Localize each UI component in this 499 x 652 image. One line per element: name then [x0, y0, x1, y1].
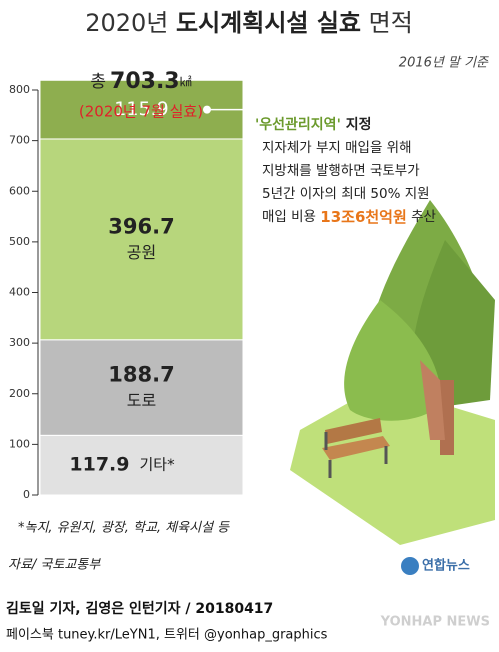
- connector-dot: [203, 105, 211, 114]
- total-label: 총 703.3㎢: [90, 69, 191, 94]
- logo-mark: [401, 557, 419, 575]
- subtitle: 2016년 말 기준: [399, 56, 489, 71]
- annotation-part: '우선관리지역': [255, 116, 341, 133]
- title-part: 2020년: [85, 9, 176, 37]
- y-tick-label: 600: [9, 184, 30, 197]
- y-tick-label: 300: [9, 336, 30, 349]
- footnote: *녹지, 유원지, 광장, 학교, 체육시설 등: [18, 521, 230, 536]
- credit: 페이스북 tuney.kr/LeYN1, 트위터 @yonhap_graphic…: [6, 628, 328, 643]
- credit: 김토일 기자, 김영은 인턴기자 / 20180417: [6, 600, 273, 617]
- annotation-title: '우선관리지역' 지정: [255, 116, 372, 133]
- annotation-part: 13조6천억원: [320, 208, 407, 226]
- y-tick-label: 100: [9, 437, 30, 450]
- value-label: 115.9: [114, 98, 168, 120]
- value-label: 117.9: [69, 454, 129, 476]
- annotation-line: 5년간 이자의 최대 50% 지원: [262, 186, 430, 202]
- bar-segment: [39, 339, 244, 436]
- value-label: 396.7: [108, 214, 174, 238]
- plot: 0 100 200 300 400 500 600 700 800 117.9 기타* 188.7 도로…: [9, 79, 258, 501]
- watermark: YONHAP NEWS: [380, 615, 490, 630]
- total-value: 703.3: [110, 69, 180, 94]
- annotation-part: 지정: [341, 116, 372, 133]
- source: 자료/ 국토교통부: [8, 558, 101, 573]
- annotation-part: 매입 비용: [262, 209, 320, 225]
- segment-name: 공원: [127, 243, 156, 262]
- logo: 연합뉴스: [422, 558, 470, 574]
- bar-segment: [39, 434, 244, 496]
- y-tick-label: 400: [9, 286, 30, 299]
- title-part: 면적: [361, 9, 413, 37]
- annotation-line: 매입 비용 13조6천억원 추산: [262, 208, 436, 226]
- chart-title: 2020년 도시계획시설 실효 면적: [85, 9, 413, 37]
- y-tick-label: 500: [9, 235, 30, 248]
- title-part: 도시계획시설 실효: [176, 9, 361, 37]
- annotation-part: 추산: [407, 209, 436, 225]
- y-tick-label: 200: [9, 387, 30, 400]
- y-tick-label: 800: [9, 83, 30, 96]
- segment-name: 도로: [127, 391, 156, 410]
- illustration: [290, 200, 495, 545]
- total-part: 총: [90, 72, 106, 92]
- segment-name: 기타*: [140, 456, 176, 474]
- total-part: ㎢: [180, 75, 192, 89]
- value-label: 188.7: [108, 363, 174, 387]
- y-tick-label: 700: [9, 134, 30, 147]
- bar-segment: [39, 138, 244, 341]
- total-note: (2020년 7월 실효): [79, 103, 203, 121]
- y-tick-label: 0: [23, 488, 30, 501]
- annotation-line: 지방채를 발행하면 국토부가: [262, 163, 420, 179]
- annotation-line: 지자체가 부지 매입을 위해: [262, 140, 412, 156]
